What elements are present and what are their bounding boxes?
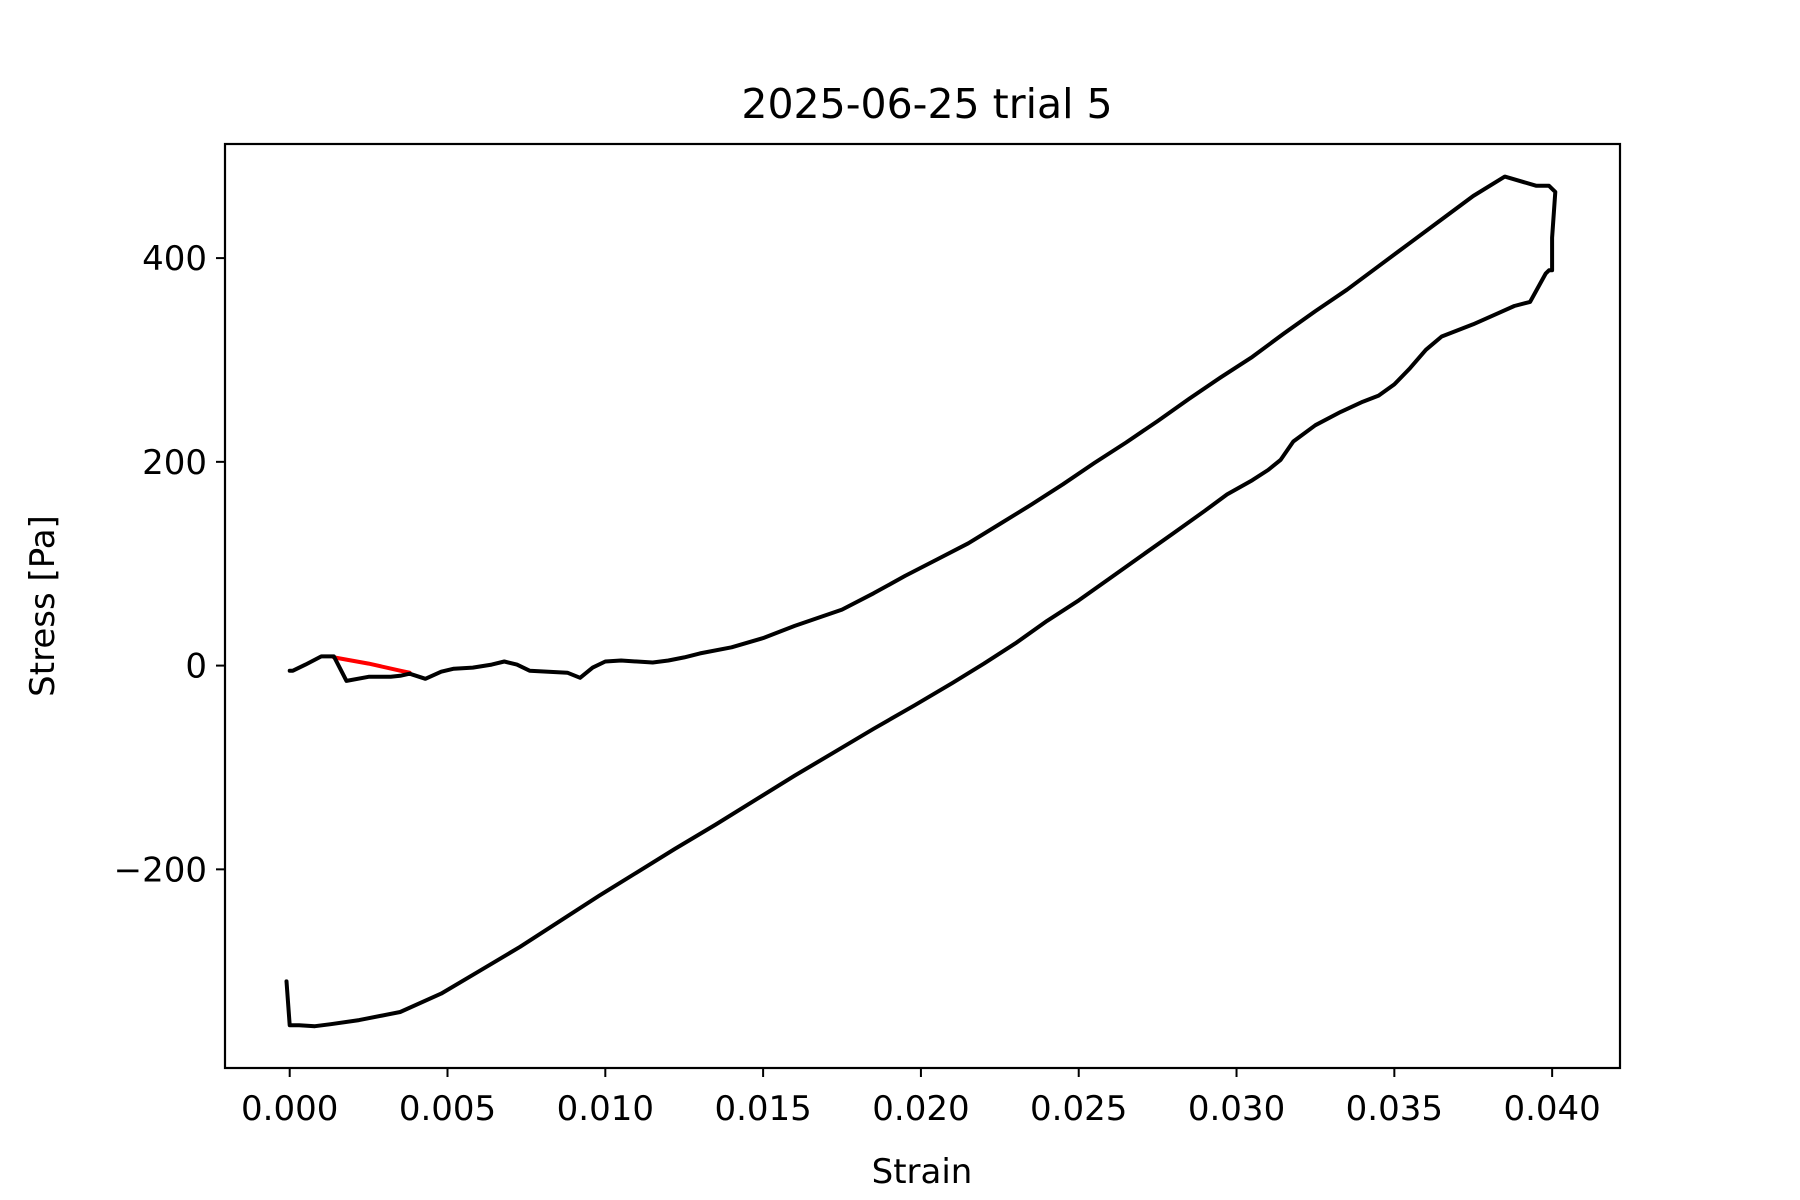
x-tick-label: 0.020 — [872, 1089, 969, 1129]
x-tick-label: 0.005 — [399, 1089, 496, 1129]
x-axis-ticks: 0.000 0.005 0.010 0.015 0.020 0.025 0.030 0.035… — [241, 1068, 1601, 1129]
series-line-segment-red — [331, 655, 412, 675]
y-tick-label: −200 — [114, 850, 207, 890]
y-axis-ticks: −200 0 200 400 — [114, 239, 225, 890]
x-tick-label: 0.040 — [1503, 1089, 1600, 1129]
chart-title: 2025-06-25 trial 5 — [741, 80, 1112, 128]
y-tick-label: 400 — [142, 239, 207, 279]
y-tick-label: 0 — [185, 647, 207, 687]
x-tick-label: 0.030 — [1188, 1089, 1285, 1129]
x-axis-label: Strain — [872, 1152, 973, 1192]
x-tick-label: 0.010 — [557, 1089, 654, 1129]
x-tick-label: 0.025 — [1030, 1089, 1127, 1129]
series-line-loop-black — [284, 174, 1558, 1029]
plot-frame — [223, 142, 1622, 1070]
series-layer — [284, 174, 1558, 1029]
x-tick-label: 0.015 — [714, 1089, 811, 1129]
y-tick-label: 200 — [142, 443, 207, 483]
x-tick-label: 0.035 — [1346, 1089, 1443, 1129]
x-tick-label: 0.000 — [241, 1089, 338, 1129]
plot-area — [223, 142, 1622, 1070]
y-axis-label: Stress [Pa] — [23, 515, 63, 697]
